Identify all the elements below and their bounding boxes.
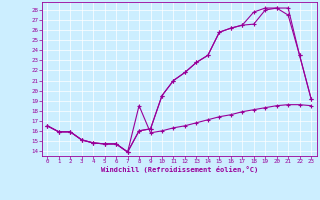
X-axis label: Windchill (Refroidissement éolien,°C): Windchill (Refroidissement éolien,°C) <box>100 166 258 173</box>
